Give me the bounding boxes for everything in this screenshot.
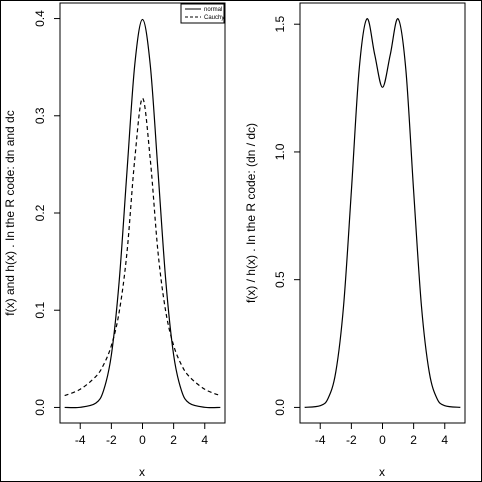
legend-box (180, 3, 225, 24)
right-plot-box (299, 2, 466, 424)
right-ticks-layer: -4 -2 0 2 4 0.0 0.5 1.0 1.5 (273, 16, 448, 447)
legend: normal Cauchy (180, 3, 225, 24)
cauchy-series-line (64, 97, 221, 397)
y-tick-label: 0.1 (33, 302, 47, 319)
right-series-layer (304, 18, 461, 408)
x-tick-label: 0 (379, 433, 386, 447)
x-tick-label: 4 (441, 433, 448, 447)
left-ticks-layer: -4 -2 0 2 4 0.0 0.1 0.2 0.3 0.4 (33, 10, 208, 447)
x-tick-label: 4 (201, 433, 208, 447)
normal-series-line (64, 18, 221, 409)
y-tick-label: 1.0 (273, 143, 287, 160)
left-plot-panel: -4 -2 0 2 4 0.0 0.1 0.2 0.3 0.4 x f(x) and h(x) .… (3, 2, 226, 479)
legend-normal-label: normal (204, 7, 222, 13)
y-tick-label: 0.0 (33, 399, 47, 416)
y-tick-label: 0.0 (273, 399, 287, 416)
y-tick-label: 0.5 (273, 271, 287, 288)
x-tick-label: -2 (346, 433, 357, 447)
right-plot-panel: -4 -2 0 2 4 0.0 0.5 1.0 1.5 x f(x) / h(x) . In t… (244, 2, 466, 479)
ratio-series-line (304, 18, 461, 408)
left-x-axis-label: x (139, 465, 145, 479)
x-tick-label: 2 (170, 433, 177, 447)
y-tick-label: 0.2 (33, 204, 47, 221)
x-tick-label: -4 (315, 433, 326, 447)
right-y-axis-label: f(x) / h(x) . In the R code: (dn / dc) (244, 123, 258, 303)
y-tick-label: 0.4 (33, 10, 47, 27)
x-tick-label: -4 (75, 433, 86, 447)
y-tick-label: 1.5 (273, 16, 287, 33)
left-y-axis-label: f(x) and h(x) . In the R code: dn and dc (3, 110, 17, 315)
x-tick-label: 2 (410, 433, 417, 447)
y-tick-label: 0.3 (33, 107, 47, 124)
x-tick-label: 0 (139, 433, 146, 447)
left-series-layer (64, 18, 221, 409)
legend-cauchy-label: Cauchy (204, 15, 224, 21)
left-plot-box (59, 2, 226, 424)
right-x-axis-label: x (379, 465, 385, 479)
x-tick-label: -2 (106, 433, 117, 447)
